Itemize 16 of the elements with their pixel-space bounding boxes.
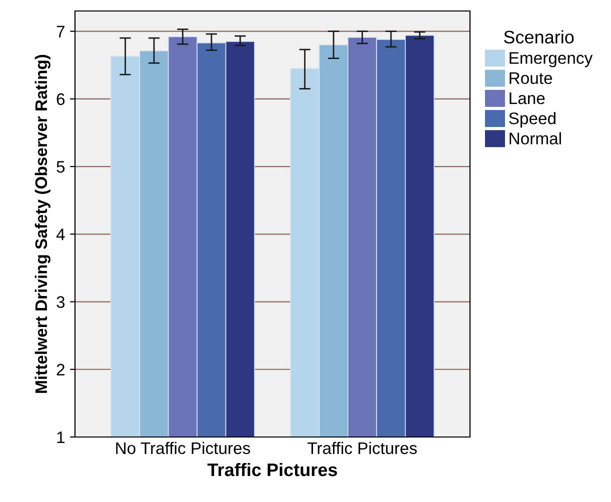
y-tick-label: 4	[56, 228, 65, 240]
x-tick-label: No Traffic Pictures	[116, 442, 250, 454]
y-tick-label: 7	[56, 26, 64, 38]
legend-title: Scenario	[504, 30, 574, 44]
legend-label: Emergency	[510, 52, 593, 68]
legend-label: Speed	[509, 112, 556, 128]
y-tick-label: 6	[56, 93, 65, 106]
x-axis-title: Traffic Pictures	[207, 462, 337, 476]
y-axis-title: Mittelwert Driving Safety (Observer Rating)	[34, 54, 50, 393]
y-tick-label: 3	[56, 296, 65, 308]
legend-label: Route	[510, 72, 552, 84]
y-tick-label: 1	[57, 432, 64, 444]
y-tick-label: 5	[56, 161, 65, 173]
legend-label: Lane	[510, 92, 545, 104]
legend-label: Normal	[510, 132, 561, 144]
y-tick-label: 2	[56, 364, 64, 376]
